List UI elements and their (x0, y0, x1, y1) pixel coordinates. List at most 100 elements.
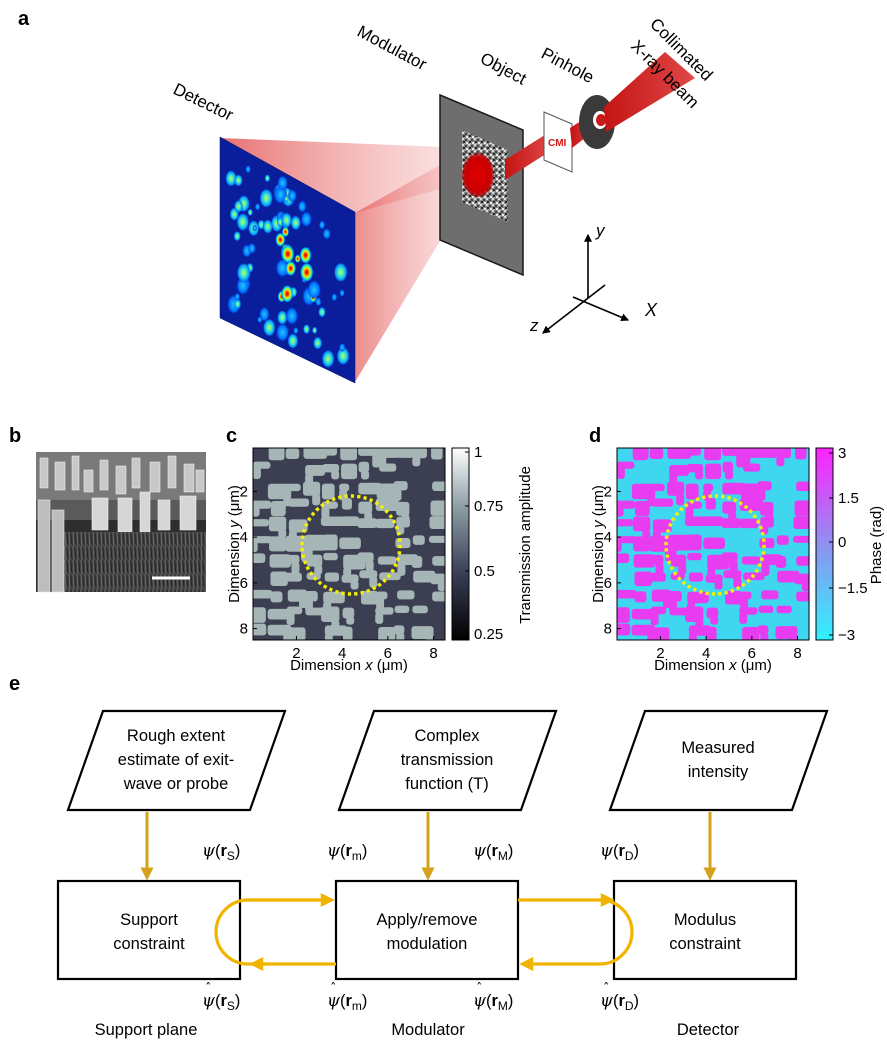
island (617, 553, 630, 564)
island (739, 498, 763, 511)
modulator-plate (439, 93, 524, 277)
island (372, 453, 381, 468)
island (740, 483, 763, 499)
island (757, 481, 772, 491)
label-pinhole: Pinhole (538, 44, 597, 87)
colorbar-tick-label: −3 (838, 627, 855, 644)
speckle (275, 258, 290, 278)
island (695, 470, 704, 480)
speckle (264, 174, 271, 183)
island (703, 537, 725, 550)
island (742, 448, 765, 458)
speckle (339, 289, 345, 297)
island (393, 488, 402, 501)
island (776, 535, 789, 545)
label-detector: Detector (170, 80, 236, 125)
input-parallelogram (337, 709, 558, 812)
colorbar-tick-label: 0.25 (474, 626, 503, 643)
speckle (277, 310, 288, 326)
island (741, 556, 761, 565)
island (617, 500, 636, 509)
speckle (339, 342, 346, 353)
island (253, 506, 260, 517)
island (346, 616, 355, 625)
colorbar-tick-label: 0.5 (474, 563, 495, 580)
panel-label-d: d (589, 425, 601, 447)
island (705, 498, 716, 510)
psi-hat-label: ψ(rM) (473, 991, 513, 1013)
island (792, 535, 809, 543)
island (722, 461, 734, 473)
input-text: Complex (414, 727, 480, 745)
phase-colorbar: 3 1.5 0 −1.5 −3 Phase (rad) (815, 445, 885, 644)
island (760, 501, 774, 516)
island (324, 625, 348, 636)
island (710, 616, 719, 625)
island (670, 554, 687, 567)
island (411, 626, 434, 640)
process-text: Apply/remove (377, 911, 478, 929)
island (378, 627, 396, 640)
island (358, 482, 382, 495)
island (775, 626, 798, 640)
island (267, 608, 292, 620)
island (775, 555, 787, 568)
speckle (234, 199, 244, 213)
island (617, 541, 622, 553)
speckle (331, 293, 338, 302)
island (739, 518, 759, 529)
island (393, 481, 408, 491)
psi-label: ψ(rM) (473, 841, 513, 863)
island (668, 534, 691, 551)
y-tick-label: 2 (604, 483, 612, 500)
input-text: transmission (401, 751, 494, 769)
speckle (294, 254, 301, 263)
region-circle (300, 494, 402, 596)
island (776, 448, 791, 459)
island (634, 571, 652, 586)
speckle (299, 262, 314, 283)
speckle (300, 211, 313, 228)
island (649, 535, 673, 552)
island (253, 623, 267, 636)
island (666, 481, 685, 496)
island (714, 580, 723, 590)
axis-label-y: y (595, 221, 606, 240)
speckle (236, 212, 250, 232)
island (302, 481, 321, 496)
island (437, 582, 445, 592)
x-tick-label: 4 (338, 645, 346, 662)
island (413, 570, 436, 583)
island (375, 498, 399, 511)
island (376, 483, 399, 499)
y-tick-label: 4 (604, 529, 612, 546)
island (342, 607, 355, 619)
island (365, 560, 374, 572)
island (655, 562, 664, 575)
hat-mark: ˆ (205, 982, 212, 997)
colorbar-tick-label: 0 (838, 534, 846, 551)
psi-hat-label: ψ(rm) (327, 991, 367, 1013)
island (634, 501, 650, 517)
speckle (247, 208, 253, 217)
object-text: CMI (548, 138, 567, 149)
speckle (285, 260, 297, 277)
axis-label-z: z (529, 316, 539, 335)
island (721, 518, 742, 529)
island (721, 552, 738, 563)
island (253, 541, 258, 553)
island (685, 506, 694, 519)
speckle (281, 284, 294, 303)
island (648, 627, 670, 640)
speckle (234, 292, 241, 301)
detector-panel (219, 136, 356, 384)
island (760, 516, 774, 528)
speckle (233, 231, 241, 242)
island (432, 591, 445, 602)
island (642, 529, 651, 539)
island (303, 448, 328, 459)
island (270, 501, 286, 517)
island (729, 560, 738, 572)
island (412, 535, 425, 545)
speckle (299, 246, 312, 264)
